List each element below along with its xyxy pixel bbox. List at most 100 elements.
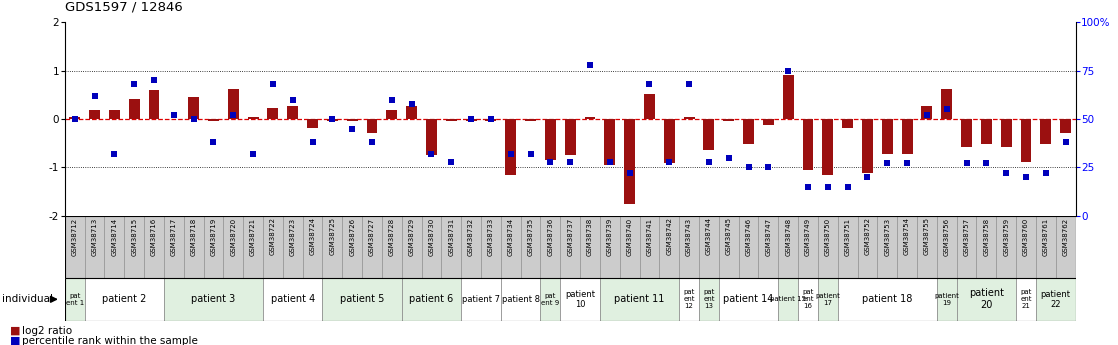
- Bar: [149, 90, 160, 119]
- Point: [977, 161, 995, 166]
- Text: pat
ent
13: pat ent 13: [703, 289, 714, 309]
- Bar: [144, 216, 164, 278]
- Text: patient 4: patient 4: [271, 294, 315, 304]
- Point: [641, 81, 659, 87]
- Bar: [85, 278, 164, 321]
- Text: pat
ent
16: pat ent 16: [803, 289, 814, 309]
- Text: GSM38762: GSM38762: [1062, 217, 1069, 256]
- Text: GSM38740: GSM38740: [626, 217, 633, 256]
- Bar: [803, 119, 814, 170]
- Bar: [719, 278, 778, 321]
- Text: GSM38728: GSM38728: [389, 217, 395, 256]
- Bar: [778, 216, 798, 278]
- Bar: [778, 278, 798, 321]
- Point: [164, 112, 182, 118]
- Bar: [644, 94, 655, 119]
- Point: [700, 159, 718, 164]
- Bar: [462, 216, 481, 278]
- Bar: [683, 117, 694, 119]
- Bar: [129, 99, 140, 119]
- Bar: [739, 216, 758, 278]
- Point: [661, 159, 679, 164]
- Point: [125, 81, 143, 87]
- Bar: [362, 216, 382, 278]
- Bar: [203, 216, 224, 278]
- Bar: [758, 216, 778, 278]
- Text: GSM38743: GSM38743: [686, 217, 692, 256]
- Text: GSM38731: GSM38731: [448, 217, 454, 256]
- Bar: [462, 278, 501, 321]
- Bar: [1016, 216, 1036, 278]
- Bar: [303, 216, 322, 278]
- Text: GSM38714: GSM38714: [112, 217, 117, 256]
- Bar: [307, 119, 318, 128]
- Text: patient
22: patient 22: [1041, 289, 1071, 309]
- Point: [779, 68, 797, 73]
- Text: patient
20: patient 20: [969, 288, 1004, 310]
- Bar: [263, 216, 283, 278]
- Bar: [699, 216, 719, 278]
- Bar: [387, 110, 397, 119]
- Text: pat
ent
21: pat ent 21: [1021, 289, 1032, 309]
- Text: GSM38726: GSM38726: [349, 217, 356, 256]
- Text: GSM38727: GSM38727: [369, 217, 375, 256]
- Text: patient 11: patient 11: [615, 294, 665, 304]
- Point: [105, 151, 123, 157]
- Text: GSM38724: GSM38724: [310, 217, 315, 256]
- Bar: [976, 216, 996, 278]
- Bar: [544, 119, 556, 160]
- Bar: [719, 216, 739, 278]
- Bar: [248, 117, 258, 119]
- Bar: [347, 119, 358, 121]
- Bar: [937, 278, 957, 321]
- Point: [958, 161, 976, 166]
- Point: [1036, 170, 1054, 176]
- Bar: [842, 119, 853, 128]
- Point: [343, 126, 361, 131]
- Bar: [818, 216, 837, 278]
- Text: GSM38715: GSM38715: [131, 217, 138, 256]
- Bar: [1041, 119, 1051, 144]
- Bar: [882, 119, 892, 154]
- Text: GSM38756: GSM38756: [944, 217, 949, 256]
- Point: [1057, 139, 1074, 145]
- Bar: [244, 216, 263, 278]
- Bar: [837, 278, 937, 321]
- Bar: [605, 119, 615, 165]
- Point: [1017, 174, 1035, 180]
- Bar: [540, 216, 560, 278]
- Point: [402, 101, 420, 106]
- Bar: [1060, 119, 1071, 132]
- Bar: [798, 216, 818, 278]
- Point: [482, 116, 500, 122]
- Bar: [342, 216, 362, 278]
- Bar: [263, 278, 322, 321]
- Text: GSM38742: GSM38742: [666, 217, 672, 256]
- Point: [225, 112, 243, 118]
- Text: GSM38722: GSM38722: [269, 217, 276, 256]
- Text: GSM38730: GSM38730: [428, 217, 435, 256]
- Bar: [322, 216, 342, 278]
- Text: GSM38721: GSM38721: [250, 217, 256, 256]
- Bar: [961, 119, 972, 147]
- Point: [443, 159, 461, 164]
- Bar: [1055, 216, 1076, 278]
- Bar: [703, 119, 714, 150]
- Bar: [901, 119, 912, 154]
- Point: [879, 161, 897, 166]
- Bar: [164, 216, 183, 278]
- Bar: [164, 278, 263, 321]
- Text: patient 15: patient 15: [770, 296, 806, 302]
- Point: [304, 139, 322, 145]
- Point: [462, 116, 480, 122]
- Bar: [521, 216, 540, 278]
- Point: [898, 161, 916, 166]
- Bar: [283, 216, 303, 278]
- Bar: [600, 216, 619, 278]
- Bar: [228, 89, 239, 119]
- Bar: [996, 216, 1016, 278]
- Text: GSM38747: GSM38747: [766, 217, 771, 256]
- Text: GSM38716: GSM38716: [151, 217, 157, 256]
- Bar: [639, 216, 660, 278]
- Text: pat
ent
12: pat ent 12: [683, 289, 694, 309]
